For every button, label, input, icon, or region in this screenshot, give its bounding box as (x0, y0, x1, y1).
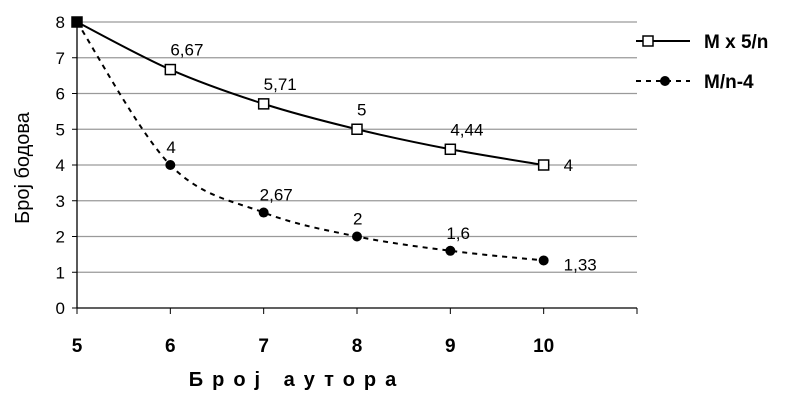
series-2-point (165, 160, 176, 170)
y-tick-label: 2 (56, 228, 65, 247)
x-tick-label: 9 (445, 336, 456, 357)
legend-label-series-2: M/n-4 (704, 72, 754, 93)
x-tick-label: 7 (258, 336, 269, 357)
y-tick-labels: 0 1 2 3 4 5 6 7 8 (56, 13, 65, 318)
x-tick-label: 5 (72, 336, 83, 357)
x-axis-label: Број аутора (189, 369, 406, 391)
legend-label-series-1: M x 5/n (704, 32, 768, 53)
series-2-point (445, 245, 456, 256)
data-label-series-1: 4,44 (450, 120, 483, 139)
data-labels-layer: 6,67 5,71 5 4,44 4 4 2,67 2 1,6 1,33 (166, 41, 596, 275)
y-tick-label: 5 (56, 120, 65, 139)
y-tick-label: 6 (56, 85, 65, 104)
series-1-point (444, 143, 457, 156)
legend: M x 5/n M/n-4 (636, 32, 768, 93)
x-tick-labels: 5 6 7 8 9 10 (72, 336, 555, 357)
data-label-series-2: 1,6 (446, 224, 470, 243)
series-1-point (257, 98, 270, 110)
y-tick-label: 0 (56, 299, 65, 318)
series-line-2 (76, 21, 544, 262)
series-1-point (164, 63, 177, 76)
x-tick-label: 6 (165, 336, 176, 357)
legend-marker-series-1 (642, 35, 654, 47)
series-1-point (537, 159, 550, 171)
data-label-series-1: 6,67 (170, 41, 203, 60)
data-label-series-1: 5 (357, 100, 366, 119)
legend-marker-series-2 (660, 76, 670, 86)
y-tick-label: 1 (56, 263, 65, 282)
data-label-series-1: 5,71 (264, 75, 297, 94)
series-2-point (538, 255, 549, 266)
data-label-series-2: 1,33 (564, 255, 597, 274)
series-1-point (351, 123, 363, 135)
data-label-series-2: 2 (353, 210, 362, 229)
y-axis-label: Број бодова (12, 111, 34, 224)
series-2-point (258, 207, 269, 218)
y-tick-label: 3 (56, 192, 65, 211)
series-2-point (72, 17, 82, 27)
axes (72, 21, 638, 314)
data-label-series-1: 4 (564, 156, 573, 175)
y-tick-label: 8 (56, 13, 65, 32)
x-tick-label: 8 (352, 336, 363, 357)
x-tick-label: 10 (533, 336, 554, 357)
series-line-1 (76, 21, 544, 166)
data-label-series-2: 4 (166, 138, 175, 157)
series-layer (71, 16, 550, 266)
y-tick-label: 7 (56, 49, 65, 68)
data-label-series-2: 2,67 (260, 186, 293, 205)
series-2-point (352, 231, 362, 242)
y-tick-label: 4 (56, 156, 65, 175)
